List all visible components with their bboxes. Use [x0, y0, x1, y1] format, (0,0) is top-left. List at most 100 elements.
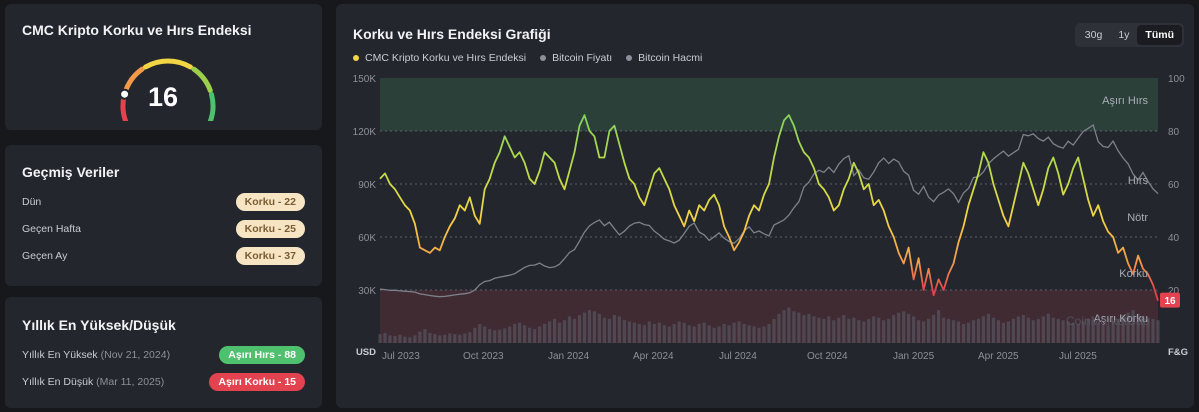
- volume-bar: [677, 321, 681, 343]
- volume-bar: [1101, 324, 1105, 343]
- extreme-greed-zone: [380, 78, 1158, 131]
- volume-bar: [438, 335, 442, 343]
- volume-bar: [727, 325, 731, 343]
- left-axis-tick: 90K: [358, 180, 376, 191]
- history-row-yesterday: Dün Korku - 22: [22, 192, 305, 212]
- volume-bar: [737, 321, 741, 343]
- gauge-segment: [143, 58, 193, 70]
- gauge-marker: [119, 88, 131, 100]
- yearly-low-label: Yıllık En Düşük: [22, 376, 94, 388]
- volume-bar: [503, 328, 507, 343]
- volume-bar: [702, 322, 706, 343]
- history-label: Dün: [22, 196, 42, 208]
- volume-bar: [413, 335, 417, 343]
- history-label: Geçen Hafta: [22, 223, 81, 235]
- volume-bar: [1076, 324, 1080, 343]
- history-title: Geçmiş Veriler: [22, 164, 120, 180]
- volume-bar: [912, 316, 916, 343]
- time-range-tabs: 30g 1y Tümü: [1074, 23, 1184, 47]
- gauge-title: CMC Kripto Korku ve Hırs Endeksi: [22, 22, 252, 38]
- chart-title: Korku ve Hırs Endeksi Grafiği: [353, 26, 551, 42]
- volume-bar: [1116, 318, 1120, 343]
- volume-bar: [458, 334, 462, 343]
- volume-bar: [956, 321, 961, 343]
- volume-bar: [453, 334, 457, 343]
- history-badge: Korku - 25: [235, 220, 305, 238]
- volume-bar: [1106, 325, 1110, 343]
- volume-bar: [976, 318, 981, 343]
- volume-bar: [1136, 313, 1140, 343]
- volume-bar: [508, 326, 512, 343]
- volume-bar: [797, 312, 801, 343]
- volume-bar: [802, 315, 806, 343]
- volume-bar: [1131, 310, 1135, 343]
- volume-bar: [1031, 320, 1035, 343]
- history-row-last-month: Geçen Ay Korku - 37: [22, 246, 305, 266]
- volume-bar: [577, 315, 582, 343]
- volume-bar: [667, 326, 671, 343]
- volume-bar: [981, 316, 985, 343]
- volume-bar: [1146, 317, 1150, 343]
- volume-bar: [1016, 316, 1020, 343]
- volume-bar: [902, 311, 906, 343]
- x-axis-tick: Jan 2024: [548, 351, 590, 362]
- zone-label: Korku: [1119, 268, 1148, 280]
- fear-greed-chart-card: Korku ve Hırs Endeksi Grafiği 30g 1y Tüm…: [336, 4, 1194, 408]
- volume-bar: [907, 313, 911, 343]
- volume-bar: [682, 322, 686, 343]
- volume-bar: [647, 321, 651, 343]
- yearly-title: Yıllık En Yüksek/Düşük: [22, 317, 176, 333]
- volume-bar: [597, 313, 601, 343]
- volume-bar: [712, 327, 716, 343]
- volume-bar: [518, 322, 522, 343]
- yearly-high-date: (Nov 21, 2024): [100, 349, 171, 361]
- volume-bar: [687, 325, 691, 343]
- volume-bar: [1156, 320, 1160, 343]
- volume-bar: [887, 318, 891, 343]
- volume-bar: [533, 329, 537, 343]
- range-tab-30d[interactable]: 30g: [1084, 29, 1103, 41]
- volume-bar: [971, 320, 976, 343]
- volume-bar: [622, 320, 626, 343]
- legend-item-btc-price[interactable]: Bitcoin Fiyatı: [540, 52, 612, 64]
- volume-bar: [817, 317, 821, 343]
- range-tab-1y[interactable]: 1y: [1118, 29, 1130, 41]
- volume-bar: [996, 320, 1000, 343]
- fear-greed-line: [379, 114, 1159, 301]
- right-axis-tick: 40: [1168, 233, 1180, 244]
- volume-bar: [717, 326, 721, 343]
- volume-bar: [807, 313, 811, 343]
- right-axis-tick: 100: [1168, 74, 1185, 85]
- volume-bar: [762, 326, 766, 343]
- yearly-high-row: Yıllık En Yüksek (Nov 21, 2024) Aşırı Hı…: [22, 345, 305, 365]
- volume-bar: [448, 333, 452, 343]
- legend-dot: [540, 55, 547, 61]
- volume-bar: [847, 318, 851, 343]
- legend-item-btc-volume[interactable]: Bitcoin Hacmi: [626, 52, 702, 64]
- volume-bar: [483, 326, 487, 343]
- gauge-value: 16: [147, 82, 179, 112]
- volume-bar: [927, 318, 931, 343]
- left-axis-unit: USD: [356, 347, 376, 358]
- volume-bar: [493, 330, 497, 343]
- volume-bar: [572, 318, 577, 343]
- volume-bar: [602, 317, 606, 343]
- zone-label: Aşırı Korku: [1094, 313, 1148, 325]
- volume-bar: [822, 318, 826, 343]
- range-tab-all[interactable]: Tümü: [1137, 25, 1182, 45]
- legend-item-fear-greed[interactable]: CMC Kripto Korku ve Hırs Endeksi: [353, 52, 526, 64]
- volume-bar: [777, 313, 781, 343]
- volume-bar: [1081, 321, 1085, 343]
- yearly-high-low-card: Yıllık En Yüksek/Düşük Yıllık En Yüksek …: [5, 297, 322, 408]
- volume-bar: [1061, 320, 1065, 343]
- x-axis-tick: Jul 2023: [382, 351, 420, 362]
- volume-bar: [782, 310, 786, 343]
- volume-bar: [991, 317, 995, 343]
- volume-bar: [398, 334, 402, 343]
- current-value-label: 16: [1164, 296, 1176, 307]
- volume-bar: [792, 311, 796, 343]
- volume-bar: [617, 316, 621, 343]
- volume-bar: [478, 324, 482, 343]
- fear-greed-chart[interactable]: 150K 120K 90K 60K 30K USD 100 80 60 40 20 F&G Jul 20…: [336, 4, 1194, 408]
- legend-label: Bitcoin Fiyatı: [552, 52, 613, 64]
